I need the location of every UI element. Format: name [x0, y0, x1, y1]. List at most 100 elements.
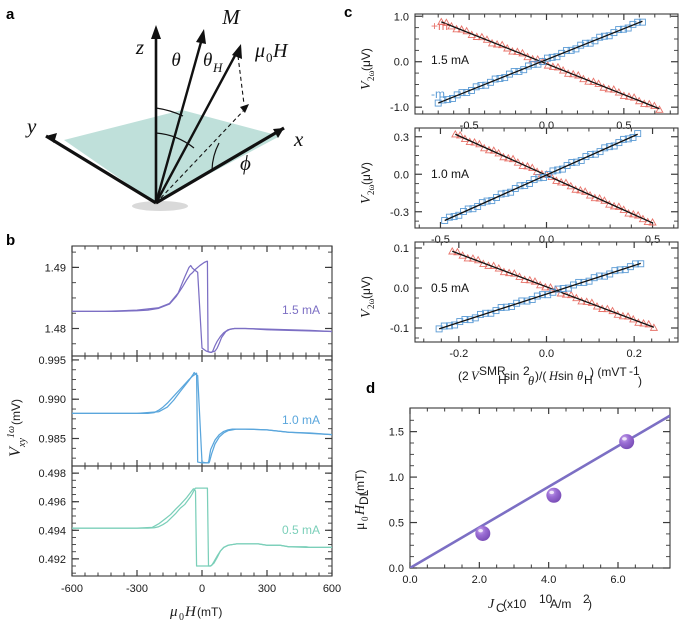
svg-text:C: C	[496, 601, 505, 615]
current-label: 1.5 mA	[282, 303, 320, 317]
panel-d-letter: d	[366, 380, 376, 397]
data-point-sphere	[475, 525, 491, 541]
y-tick-label: 0.990	[38, 394, 66, 406]
panel-a-letter: a	[6, 6, 15, 23]
xaxis-label-part: (2	[458, 369, 469, 383]
y-tick-label: 1.48	[45, 324, 66, 336]
data-marker-triangle	[629, 93, 639, 101]
y-tick-label: 1.49	[45, 262, 66, 274]
xaxis-label-part: sin	[558, 369, 573, 383]
data-marker-square	[634, 130, 642, 138]
axis-y-line	[45, 134, 157, 205]
svg-text:V: V	[359, 308, 374, 318]
label-phi: ϕ	[240, 151, 251, 175]
data-marker-triangle	[553, 62, 563, 71]
data-marker-triangle	[587, 298, 597, 306]
data-marker-square	[505, 70, 513, 78]
y-tick-label: 0.985	[38, 434, 66, 446]
svg-text:2: 2	[583, 592, 590, 606]
current-label: 1.0 mA	[431, 167, 469, 181]
svg-text:2ω: 2ω	[366, 71, 376, 82]
coordinate-diagram-svg: z y x M θ θ H ϕ μ 0 H	[25, 5, 304, 211]
data-marker-square	[600, 32, 608, 40]
data-marker-triangle	[655, 105, 664, 113]
svg-text:H: H	[272, 40, 289, 62]
data-marker-square	[502, 303, 510, 311]
label-theta-H: θ H	[203, 50, 223, 75]
xaxis-label-part: H	[548, 369, 559, 383]
data-marker-square	[483, 197, 491, 205]
x-tick-label: 0.0	[539, 234, 554, 246]
data-marker-triangle	[498, 40, 507, 49]
xaxis-label-part: H	[584, 373, 593, 387]
data-marker-square	[450, 213, 458, 221]
panel-c-yaxis-label: V2ω (μV)	[359, 162, 376, 204]
data-marker-triangle	[510, 269, 519, 277]
data-marker-square	[619, 25, 627, 33]
label-mu0H: μ 0 H	[254, 40, 289, 65]
linear-fit-line	[455, 133, 653, 224]
axis-x-arrowhead	[273, 128, 284, 138]
xaxis-label-part: ) (mVT	[590, 365, 627, 379]
data-marker-triangle	[448, 246, 457, 255]
y-tick-label: 0.1	[394, 243, 409, 255]
y-tick-label: 1.0	[389, 472, 404, 484]
y-tick-label: 0.0	[394, 169, 409, 181]
origin-shadow	[132, 201, 188, 211]
data-marker-triangle	[530, 277, 540, 285]
label-M: M	[221, 5, 241, 29]
svg-text:V: V	[359, 80, 374, 90]
h-projection-dashed-line	[155, 107, 247, 204]
panel-a-diagram: z y x M θ θ H ϕ μ 0 H	[0, 0, 340, 222]
data-marker-square	[502, 189, 510, 197]
svg-text:(μV): (μV)	[359, 162, 373, 185]
data-point-sphere	[619, 434, 635, 450]
data-marker-triangle	[623, 312, 633, 320]
svg-text:H: H	[353, 504, 368, 516]
panel-b-plot: 1.49 1.48 1.5 mA 0.995 0.990 0.985 1.0 mA 0.498…	[0, 228, 341, 630]
data-marker-square	[444, 96, 452, 104]
y-tick-label: 1.5	[389, 427, 404, 439]
xaxis-label-part: sin	[504, 369, 519, 383]
current-label: 0.5 mA	[431, 281, 469, 295]
panel-d-axes: 0.0 2.0 4.0 6.0 0.0 0.5 1.0 1.5	[389, 407, 671, 586]
y-tick-label: 1.0	[394, 11, 409, 23]
data-marker-triangle	[556, 177, 566, 186]
current-label: 1.5 mA	[431, 53, 469, 67]
svg-text:μ: μ	[353, 522, 368, 530]
y-tick-label: 0.0	[394, 57, 409, 69]
data-point	[475, 525, 491, 541]
h-vertical-dashed-line	[237, 55, 245, 105]
y-tick-label: -1.0	[390, 102, 409, 114]
angle-thetaH-arc	[155, 132, 195, 149]
panel-c-subplot-1: -0.5 0.0 0.5 0.3 0.0 -0.3 1.0 mA	[390, 127, 679, 246]
x-tick-label: -300	[126, 583, 148, 595]
y-tick-label: 0.494	[38, 525, 66, 537]
linear-fit-line	[444, 133, 638, 222]
svg-text:2ω: 2ω	[366, 185, 376, 196]
svg-text:V: V	[7, 445, 24, 457]
hysteresis-branch-up	[72, 371, 332, 464]
plot-frame	[71, 355, 333, 467]
data-marker-triangle	[644, 319, 653, 328]
svg-text:1ω: 1ω	[6, 426, 17, 438]
axis-x-line	[155, 126, 285, 205]
svg-text:): )	[588, 597, 592, 611]
xaxis-label-part: 2	[523, 364, 530, 378]
vector-H-line	[154, 49, 240, 204]
x-tick-label: -600	[61, 583, 83, 595]
vector-H-arrowhead	[232, 44, 242, 59]
linear-fit-line	[441, 21, 660, 110]
xaxis-label-part: SMR	[479, 364, 506, 378]
panel-b-subplot-1: 0.995 0.990 0.985 1.0 mA	[38, 355, 333, 467]
axis-z-arrowhead	[151, 25, 161, 39]
panel-c-plot: -0.5 0.0 0.5 1.0 0.0 -1.0 1.5 mA +m -m V 2ω (μV) -0…	[340, 0, 685, 390]
data-marker-triangle	[460, 134, 470, 143]
data-marker-triangle	[567, 290, 576, 299]
hysteresis-branch-up	[72, 264, 332, 353]
data-marker-triangle	[633, 210, 643, 219]
